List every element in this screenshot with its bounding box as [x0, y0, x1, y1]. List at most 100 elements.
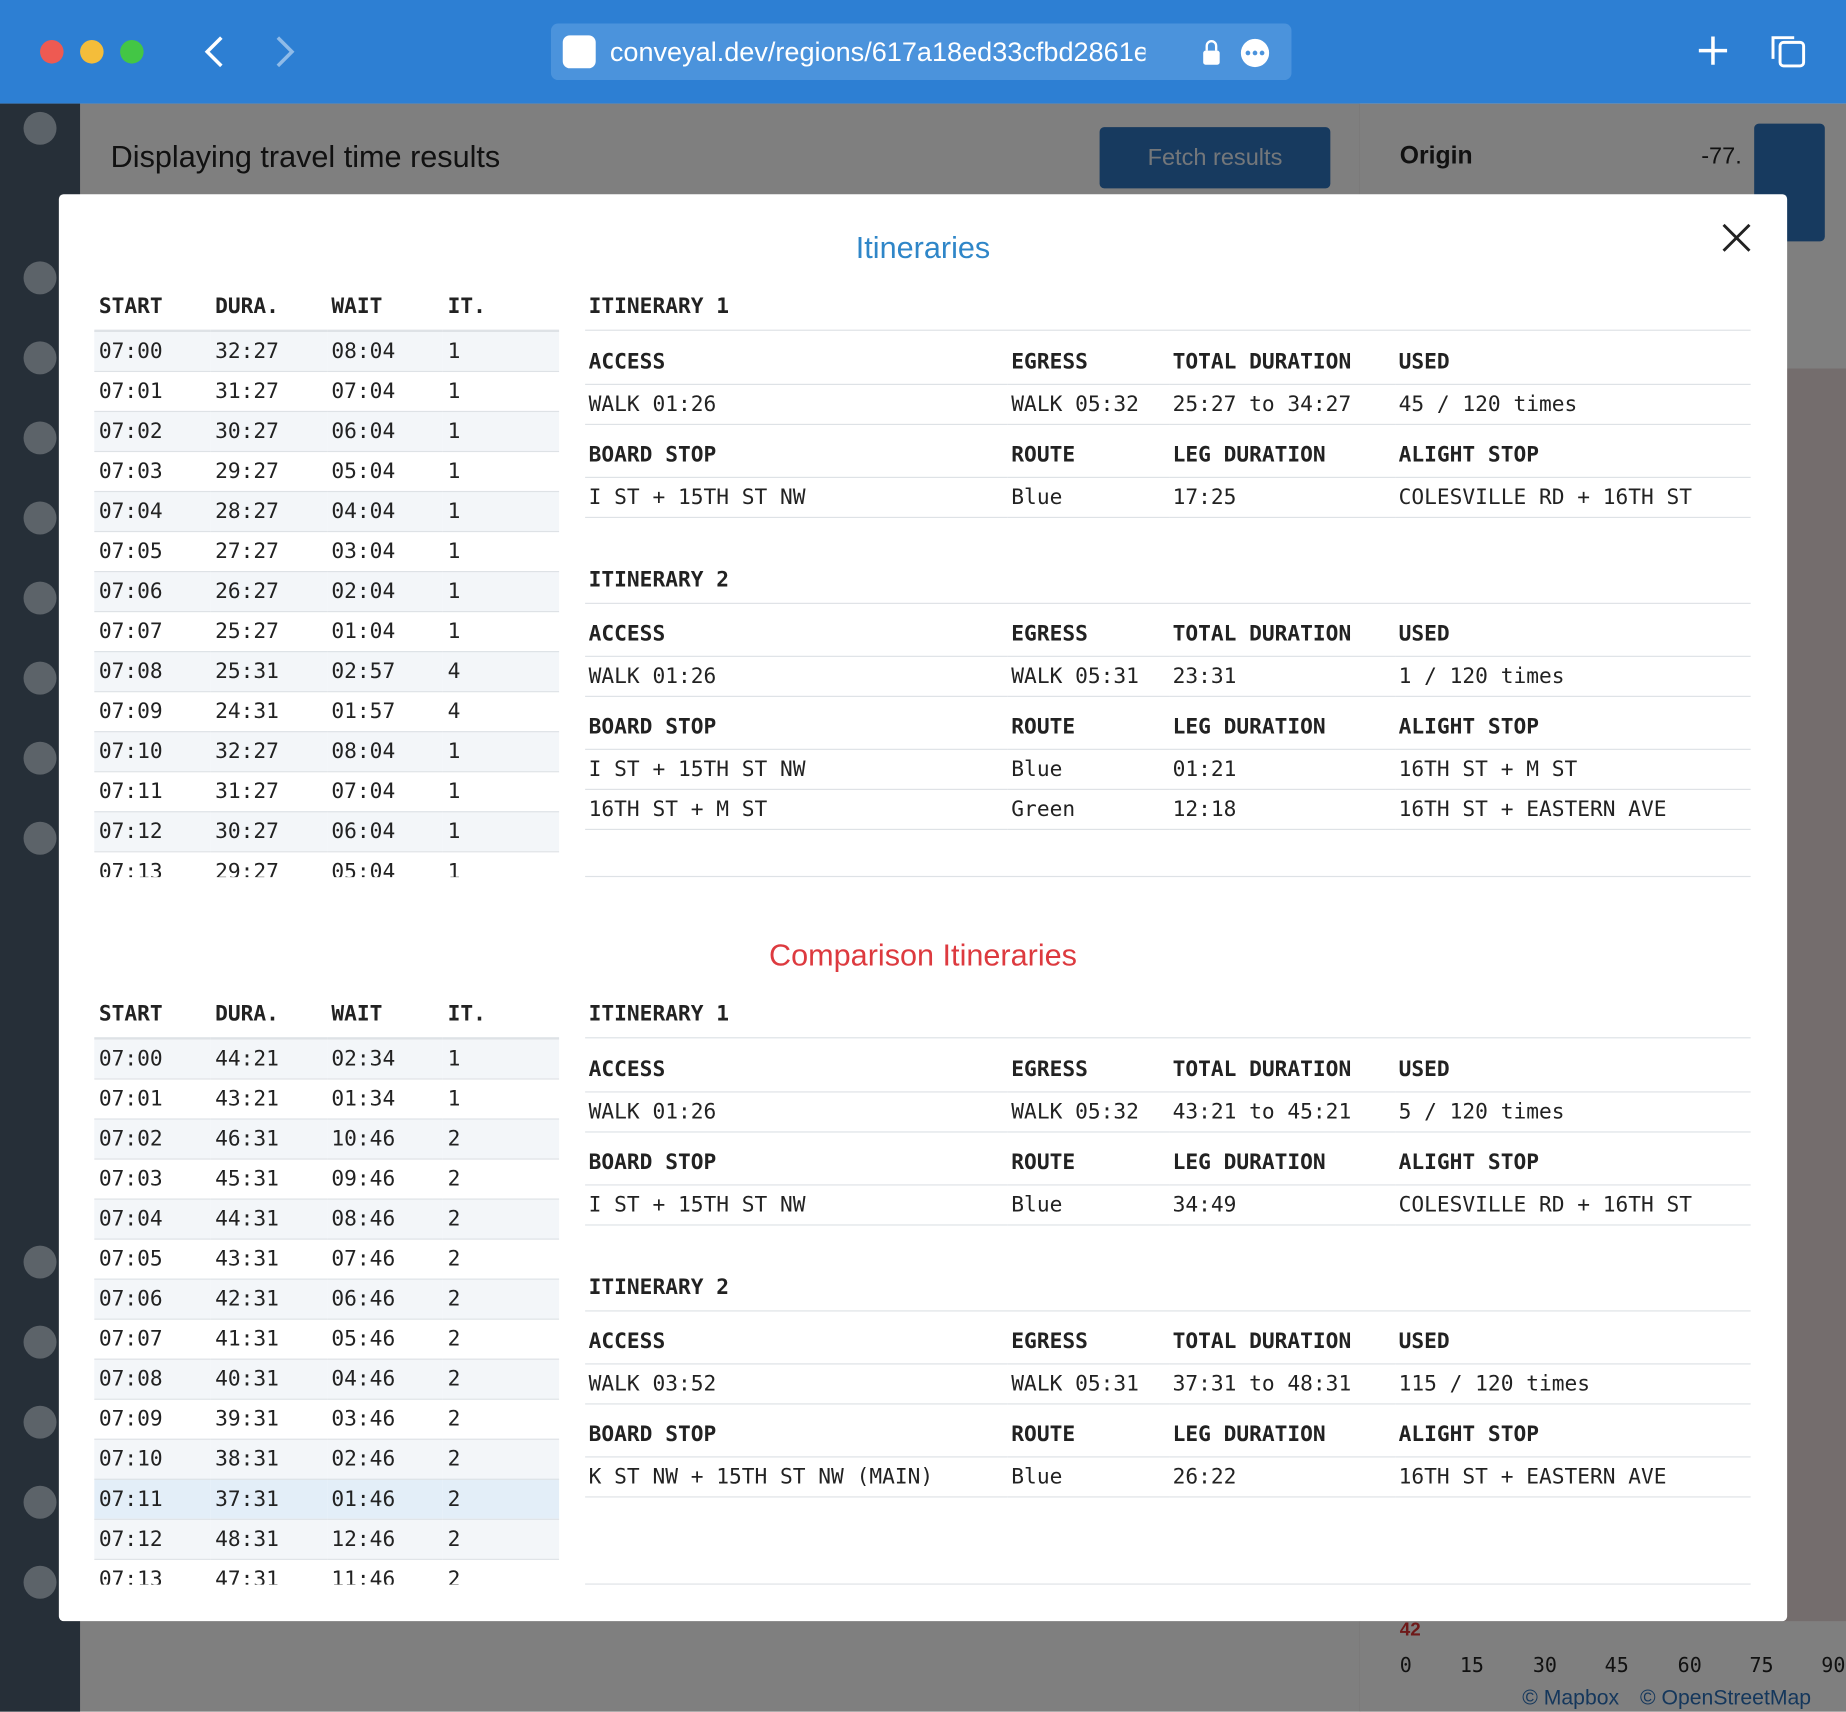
summary-row[interactable]: 07:12 30:27 06:04 1: [94, 811, 560, 852]
cell: 1: [442, 330, 560, 372]
cell: 12:46: [326, 1518, 443, 1560]
cell: 2: [442, 1118, 560, 1160]
close-button[interactable]: [1719, 220, 1754, 255]
summary-row[interactable]: 07:06 26:27 02:04 1: [94, 570, 560, 612]
cell: 2: [442, 1358, 560, 1400]
summary-row[interactable]: 07:03 29:27 05:04 1: [94, 450, 560, 492]
summary-row[interactable]: 07:07 25:27 01:04 1: [94, 611, 560, 652]
summary-row[interactable]: 07:09 39:31 03:46 2: [94, 1398, 560, 1440]
column-header: LEG DURATION: [1169, 1131, 1396, 1185]
cell: 07:00: [94, 330, 211, 372]
cell: 07:13: [94, 1558, 211, 1585]
cell: 4: [442, 691, 560, 732]
cell: 44:21: [210, 1038, 327, 1079]
address-bar[interactable]: conveyal.dev/regions/617a18ed33cfbd2861e…: [550, 23, 1292, 81]
summary-row[interactable]: 07:07 41:31 05:46 2: [94, 1318, 560, 1360]
column-header: USED: [1395, 330, 1751, 385]
summary-row[interactable]: 07:10 32:27 08:04 1: [94, 731, 560, 772]
header-row: ACCESS EGRESS TOTAL DURATION USED: [585, 1038, 1751, 1092]
column-header: ACCESS: [585, 1310, 1008, 1365]
maximize-window[interactable]: [120, 40, 144, 64]
cell: 1: [442, 1078, 560, 1120]
summary-row[interactable]: 07:08 25:31 02:57 4: [94, 651, 560, 692]
column-header: DURA.: [210, 283, 327, 332]
cell: 01:21: [1169, 749, 1396, 790]
cell: 11:46: [326, 1558, 443, 1585]
column-header: USED: [1395, 1310, 1751, 1365]
summary-row[interactable]: 07:04 44:31 08:46 2: [94, 1198, 560, 1240]
cell: 32:27: [210, 330, 327, 372]
leg-row: I ST + 15TH ST NW Blue 17:25 COLESVILLE RD …: [585, 476, 1751, 518]
summary-row[interactable]: 07:01 43:21 01:34 1: [94, 1078, 560, 1120]
itinerary-details: ITINERARY 1 ACCESS EGRESS TOTAL DURATION USE…: [585, 284, 1751, 878]
summary-row[interactable]: 07:04 28:27 04:04 1: [94, 490, 560, 532]
header-row: ACCESS EGRESS TOTAL DURATION USED: [585, 603, 1751, 657]
column-header: WAIT: [326, 991, 443, 1040]
summary-row[interactable]: 07:11 31:27 07:04 1: [94, 771, 560, 812]
cell: 43:21: [210, 1078, 327, 1120]
cell: 07:10: [94, 731, 211, 772]
column-header: EGRESS: [1007, 1038, 1170, 1092]
summary-row[interactable]: 07:01 31:27 07:04 1: [94, 370, 560, 412]
summary-row[interactable]: 07:13 47:31 11:46 2: [94, 1558, 560, 1585]
cell: 07:12: [94, 1518, 211, 1560]
summary-row[interactable]: 07:05 43:31 07:46 2: [94, 1238, 560, 1280]
summary-row[interactable]: 07:05 27:27 03:04 1: [94, 530, 560, 572]
summary-row[interactable]: 07:11 37:31 01:46 2: [94, 1478, 560, 1520]
cell: WALK 03:52: [585, 1363, 1008, 1405]
cell: 23:31: [1169, 656, 1396, 697]
summary-row[interactable]: 07:10 38:31 02:46 2: [94, 1438, 560, 1480]
url-text: conveyal.dev/regions/617a18ed33cfbd2861e…: [609, 36, 1146, 68]
section-title: Comparison Itineraries: [769, 937, 1077, 973]
summary-row[interactable]: 07:03 45:31 09:46 2: [94, 1158, 560, 1200]
summary-row[interactable]: 07:02 30:27 06:04 1: [94, 410, 560, 452]
summary-row[interactable]: 07:00 32:27 08:04 1: [94, 330, 560, 372]
itinerary-table: ACCESS EGRESS TOTAL DURATION USED WALK 03:52…: [585, 1310, 1751, 1498]
summary-row[interactable]: 07:13 29:27 05:04 1: [94, 851, 560, 878]
cell: 07:03: [94, 450, 211, 492]
cell: 08:04: [326, 330, 443, 372]
cell: 25:27 to 34:27: [1169, 383, 1396, 425]
cell: 07:04: [94, 490, 211, 532]
cell: Blue: [1007, 1184, 1170, 1225]
cell: Blue: [1007, 749, 1170, 790]
tab-controls[interactable]: [1695, 33, 1813, 73]
summary-row[interactable]: 07:12 48:31 12:46 2: [94, 1518, 560, 1560]
cell: 02:34: [326, 1038, 443, 1079]
cell: K ST NW + 15TH ST NW (MAIN): [585, 1456, 1008, 1498]
cell: 04:46: [326, 1358, 443, 1400]
header-row: BOARD STOP ROUTE LEG DURATION ALIGHT STOP: [585, 696, 1751, 750]
column-header: DURA.: [210, 991, 327, 1040]
header-row: BOARD STOP ROUTE LEG DURATION ALIGHT STOP: [585, 1403, 1751, 1458]
access-row: WALK 03:52 WALK 05:31 37:31 to 48:31 115 / …: [585, 1363, 1751, 1405]
cell: 2: [442, 1238, 560, 1280]
cell: WALK 05:32: [1007, 1091, 1170, 1132]
header-row: START DURA. WAIT IT.: [94, 991, 560, 1040]
header-row: ACCESS EGRESS TOTAL DURATION USED: [585, 1310, 1751, 1365]
cell: 25:27: [210, 611, 327, 652]
table-head: START DURA. WAIT IT.: [94, 991, 560, 1040]
column-header: EGRESS: [1007, 1310, 1170, 1365]
summary-row[interactable]: 07:08 40:31 04:46 2: [94, 1358, 560, 1400]
cell: 16TH ST + EASTERN AVE: [1395, 1456, 1751, 1498]
cell: 07:09: [94, 691, 211, 732]
summary-row[interactable]: 07:02 46:31 10:46 2: [94, 1118, 560, 1160]
minimize-window[interactable]: [80, 40, 104, 64]
column-header: LEG DURATION: [1169, 1403, 1396, 1458]
summary-row[interactable]: 07:09 24:31 01:57 4: [94, 691, 560, 732]
cell: 03:04: [326, 530, 443, 572]
cell: WALK 05:31: [1007, 1363, 1170, 1405]
summary-row[interactable]: 07:00 44:21 02:34 1: [94, 1038, 560, 1079]
summary-table: START DURA. WAIT IT. 07:00 32:27 08:04 1 07:01 31…: [94, 283, 560, 878]
cell: Blue: [1007, 476, 1170, 518]
nav-arrows[interactable]: [198, 33, 304, 71]
cell: 2: [442, 1318, 560, 1360]
cell: 42:31: [210, 1278, 327, 1320]
cell: 07:07: [94, 611, 211, 652]
cell: 02:04: [326, 570, 443, 612]
cell: 03:46: [326, 1398, 443, 1440]
close-window[interactable]: [40, 40, 64, 64]
cell: 1: [442, 370, 560, 412]
summary-row[interactable]: 07:06 42:31 06:46 2: [94, 1278, 560, 1320]
